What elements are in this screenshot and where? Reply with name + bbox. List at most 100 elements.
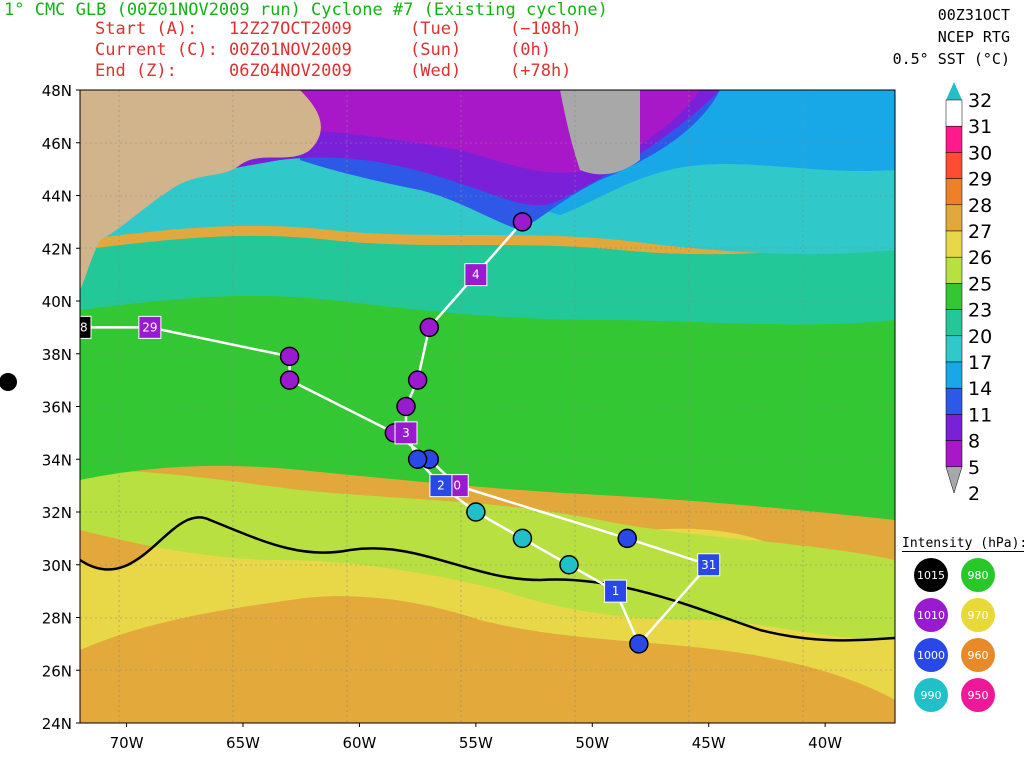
start-day: (Tue) — [410, 19, 462, 39]
end-label: End (Z): — [95, 61, 177, 81]
lon-label: 60W — [342, 734, 376, 752]
colorbar-tick-label: 26 — [968, 247, 992, 269]
colorbar-tick-label: 5 — [968, 457, 980, 479]
track-point — [559, 555, 579, 575]
lon-label: 50W — [575, 734, 609, 752]
lat-label: 40N — [42, 293, 72, 311]
current-label: Current (C): — [95, 40, 218, 60]
lat-label: 44N — [42, 188, 72, 206]
track-layer: 28 29 0 31 1 2 3 4 — [72, 212, 721, 654]
colorbar-segment — [945, 152, 963, 179]
colorbar-tick-label: 14 — [968, 378, 992, 400]
start-label: Start (A): — [95, 19, 198, 39]
lat-label: 32N — [42, 504, 72, 522]
track-day-label: 31 — [701, 558, 716, 572]
end-time: 06Z04NOV2009 — [229, 61, 352, 81]
track-point — [419, 317, 440, 338]
lon-label: 45W — [692, 734, 726, 752]
track-point — [407, 449, 428, 469]
track-point — [279, 346, 300, 367]
intensity-legend: 1015 980 1010 970 1000 960 990 950 — [914, 558, 995, 712]
current-day: (Sun) — [410, 40, 462, 60]
current-offset: (0h) — [510, 40, 551, 60]
track-day-label: 28 — [72, 320, 87, 334]
colorbar-tick-label: 29 — [968, 169, 992, 191]
lat-label: 30N — [42, 557, 72, 575]
colorbar-segment — [945, 99, 963, 127]
track-point — [629, 634, 649, 654]
colorbar-tick-label: 28 — [968, 195, 992, 217]
track-day-marker — [697, 553, 721, 577]
colorbar-segment — [945, 204, 963, 232]
intensity-value: 1010 — [917, 609, 945, 622]
lon-label: 70W — [110, 734, 144, 752]
track-point — [279, 370, 300, 390]
intensity-swatch — [914, 638, 948, 672]
track-point — [466, 502, 486, 522]
colorbar-tick-label: 23 — [968, 300, 992, 322]
lat-label: 36N — [42, 399, 72, 417]
intensity-value: 960 — [968, 649, 989, 662]
intensity-swatch — [914, 598, 948, 632]
intensity-swatch — [961, 638, 995, 672]
intensity-swatch — [914, 558, 948, 592]
colorbar-segment — [945, 256, 963, 284]
intensity-swatch — [961, 558, 995, 592]
lat-label: 28N — [42, 610, 72, 628]
lon-label: 55W — [459, 734, 493, 752]
track-day-marker — [80, 315, 92, 339]
colorbar-segment — [945, 387, 963, 415]
track-day-marker — [394, 421, 418, 445]
lat-label: 38N — [42, 346, 72, 364]
intensity-value: 990 — [921, 689, 942, 702]
track-day-label: 1 — [612, 584, 620, 598]
lat-label: 24N — [42, 715, 72, 733]
colorbar-segment — [945, 283, 963, 310]
lat-label: 48N — [42, 82, 72, 100]
sst-field: 28 29 0 31 1 2 3 4 — [72, 90, 895, 723]
colorbar-segment — [945, 230, 963, 258]
intensity-swatch — [961, 598, 995, 632]
colorbar-tick-label: 11 — [968, 404, 992, 426]
sst-source: NCEP RTG — [937, 28, 1010, 46]
track-day-label: 0 — [453, 479, 461, 493]
sst-time: 00Z31OCT — [937, 6, 1010, 24]
intensity-swatch — [914, 678, 948, 712]
start-time: 12Z27OCT2009 — [229, 19, 352, 39]
track-day-marker — [604, 579, 628, 603]
intensity-value: 950 — [968, 689, 989, 702]
intensity-swatch — [961, 678, 995, 712]
axis-layer: 48N 46N 44N 42N 40N 38N 36N 34N 32N 30N 28N 26N 24N 7… — [42, 82, 843, 752]
colorbar-tick-label: 2 — [968, 483, 980, 505]
colorbar-tick-label: 30 — [968, 142, 992, 164]
intensity-value: 980 — [968, 569, 989, 582]
colorbar-segment — [945, 361, 963, 389]
colorbar-tick-label: 25 — [968, 273, 992, 295]
colorbar-segment — [945, 335, 963, 363]
colorbar-segment — [945, 414, 963, 441]
colorbar-segment — [945, 125, 963, 153]
track-line — [80, 221, 711, 647]
track-point — [407, 370, 428, 390]
track-day-label: 3 — [402, 426, 410, 440]
track-point — [512, 212, 533, 232]
sst-label: 0.5° SST (°C) — [892, 50, 1010, 68]
track-point — [512, 528, 533, 549]
lon-label: 65W — [226, 734, 260, 752]
end-day: (Wed) — [410, 61, 462, 81]
colorbar-segment — [945, 440, 963, 468]
colorbar-segment — [945, 309, 963, 337]
lat-label: 46N — [42, 135, 72, 153]
colorbar-tick-label: 31 — [968, 116, 992, 138]
colorbar-tick-label: 17 — [968, 352, 992, 374]
offmap-marker — [0, 373, 17, 391]
track-day-label: 4 — [472, 268, 480, 282]
track-day-label: 2 — [437, 479, 445, 493]
lat-label: 26N — [42, 662, 72, 680]
lon-label: 40W — [808, 734, 842, 752]
colorbar-segment — [945, 178, 963, 206]
intensity-value: 970 — [968, 609, 989, 622]
track-point — [396, 396, 416, 417]
track-point — [617, 528, 637, 549]
